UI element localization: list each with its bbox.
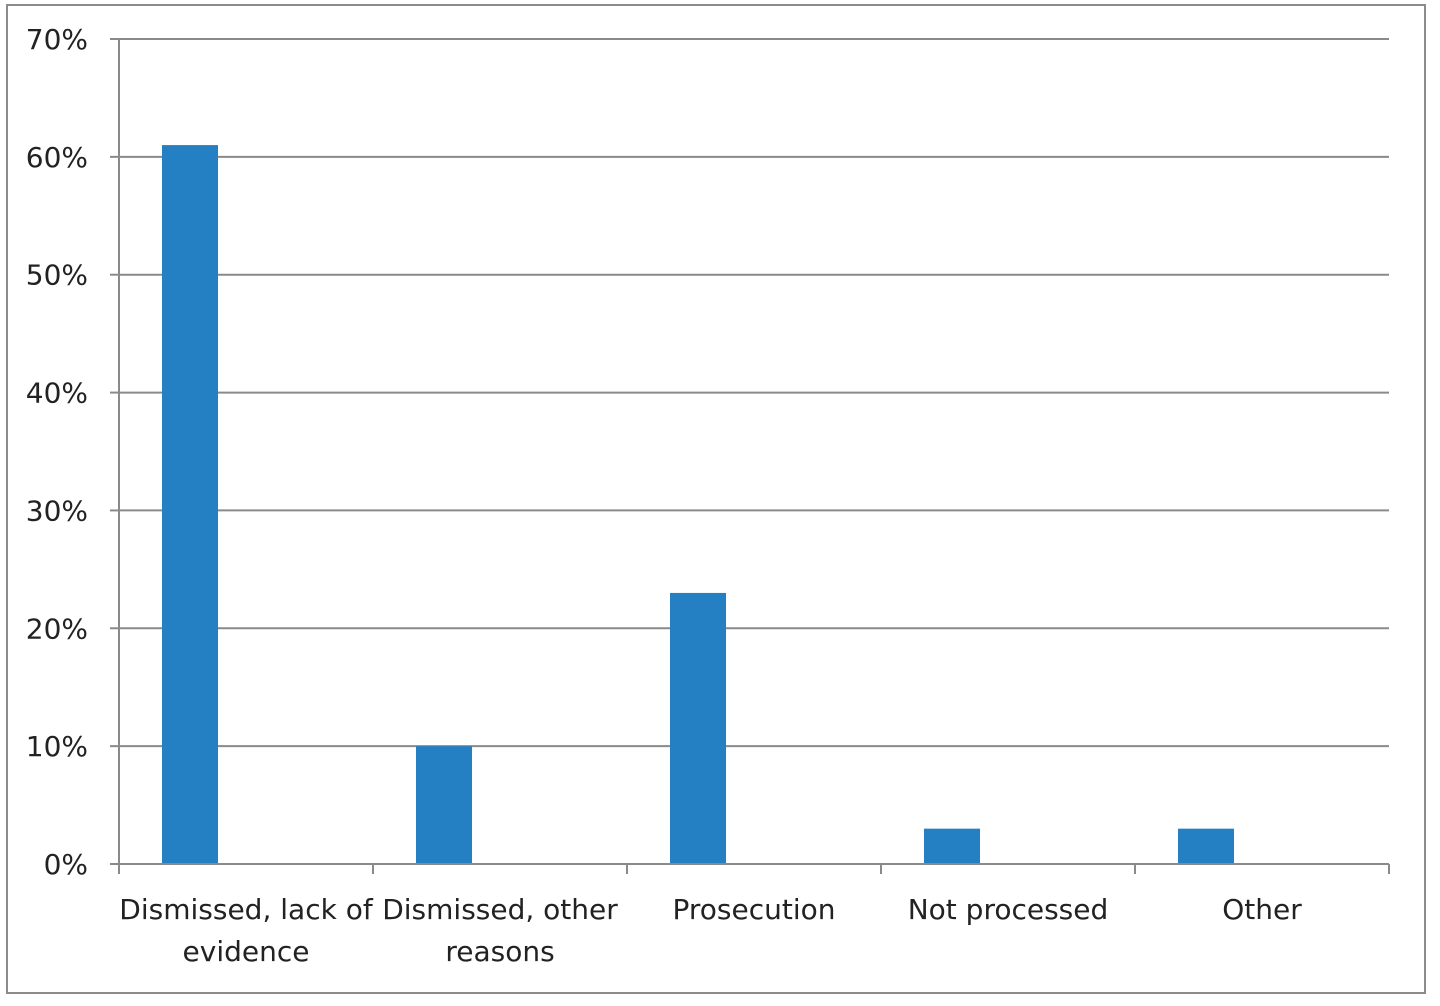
y-tick-labels: 0% 10% 20% 30% 40% 50% 60% 70% [26, 23, 88, 881]
bars [162, 145, 1234, 865]
x-tick-label: Not processed [908, 893, 1109, 926]
bar [416, 746, 472, 864]
y-tick-label: 30% [26, 494, 88, 527]
gridlines [119, 38, 1389, 748]
x-tick-label-line: Other [1222, 893, 1302, 926]
bar [162, 145, 218, 865]
x-tick-label-line: evidence [183, 935, 310, 968]
bar [1178, 828, 1234, 864]
x-tick-labels: Dismissed, lack of evidence Dismissed, oth… [119, 893, 1302, 968]
x-tick-label: Prosecution [672, 893, 835, 926]
y-tick-label: 20% [26, 612, 88, 645]
y-tick-label: 10% [26, 730, 88, 763]
bar [670, 592, 726, 864]
y-tick-label: 40% [26, 377, 88, 410]
x-tick-label: Other [1222, 893, 1302, 926]
x-tick-label-line: Prosecution [672, 893, 835, 926]
y-tick-label: 0% [44, 848, 88, 881]
y-tick-label: 50% [26, 259, 88, 292]
x-tick-label-line: Dismissed, lack of [119, 893, 374, 926]
y-tick-label: 70% [26, 23, 88, 56]
x-tick-label-line: Dismissed, other [382, 893, 618, 926]
x-tick-label-line: Not processed [908, 893, 1109, 926]
axes [110, 38, 1390, 874]
bar [924, 828, 980, 864]
y-tick-label: 60% [26, 141, 88, 174]
x-tick-label: Dismissed, other reasons [382, 893, 618, 968]
x-tick-label-line: reasons [445, 935, 554, 968]
x-tick-label: Dismissed, lack of evidence [119, 893, 374, 968]
